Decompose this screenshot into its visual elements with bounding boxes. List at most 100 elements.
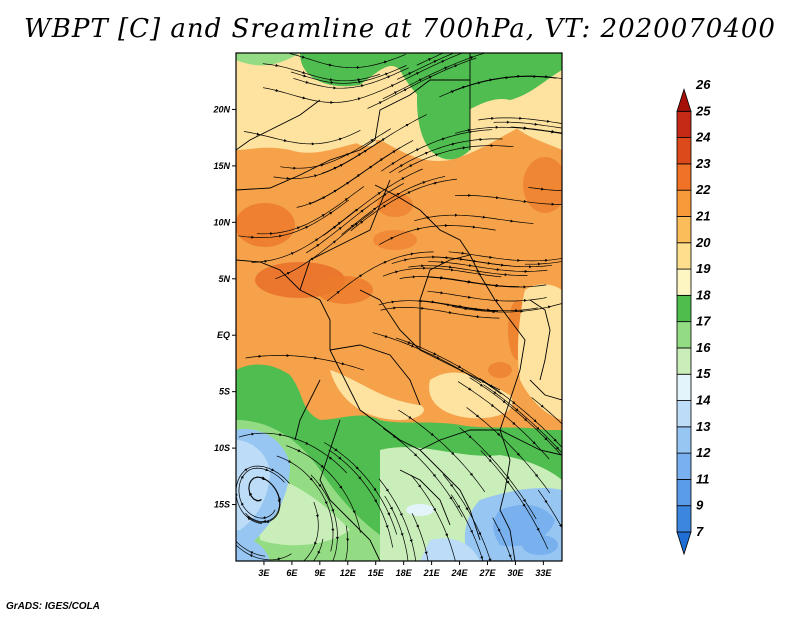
streamline-arrow bbox=[449, 483, 453, 488]
streamline bbox=[243, 129, 361, 145]
streamline-arrow bbox=[430, 432, 434, 436]
lat-tick-label: 5N bbox=[218, 274, 230, 284]
lon-tick-label: 12E bbox=[340, 568, 357, 578]
colorbar-box bbox=[676, 347, 692, 375]
streamline-arrow bbox=[346, 153, 350, 157]
streamline-arrow bbox=[418, 78, 423, 82]
streamline-arrow bbox=[408, 72, 412, 76]
streamline-arrow bbox=[505, 76, 509, 80]
streamline-arrow bbox=[271, 468, 275, 471]
streamline-arrow bbox=[409, 164, 413, 168]
streamline-arrow bbox=[459, 257, 463, 261]
streamline bbox=[531, 397, 562, 425]
streamline-arrow bbox=[508, 554, 512, 558]
streamline-arrow bbox=[321, 214, 325, 217]
streamline bbox=[238, 432, 347, 474]
streamline-arrow bbox=[479, 138, 483, 142]
streamline-arrow bbox=[286, 354, 290, 358]
colorbar-box bbox=[676, 189, 692, 217]
streamline-arrow bbox=[305, 441, 309, 445]
streamline bbox=[469, 377, 562, 456]
streamline-arrow bbox=[533, 419, 537, 423]
streamline-arrow bbox=[462, 146, 466, 150]
streamline-arrow bbox=[314, 541, 317, 546]
streamline bbox=[457, 381, 550, 460]
streamline-arrow bbox=[262, 516, 266, 520]
streamline-arrow bbox=[383, 193, 387, 197]
colorbar-box bbox=[676, 505, 692, 533]
streamline-arrow bbox=[433, 352, 437, 355]
streamline-arrow bbox=[510, 219, 514, 223]
streamline-arrow bbox=[536, 527, 540, 532]
streamline-arrow bbox=[338, 137, 343, 141]
streamline bbox=[323, 168, 423, 236]
streamline-arrow bbox=[356, 65, 360, 70]
streamline-arrow bbox=[520, 309, 524, 313]
colorbar-box bbox=[676, 321, 692, 349]
streamline-arrow bbox=[378, 101, 383, 105]
streamline-arrow bbox=[360, 84, 364, 88]
streamline-arrow bbox=[537, 262, 541, 266]
streamline bbox=[398, 145, 514, 173]
streamline bbox=[289, 53, 406, 69]
lon-tick-label: 27E bbox=[478, 568, 496, 578]
streamline-arrow bbox=[256, 132, 260, 136]
streamline-arrow bbox=[536, 426, 540, 430]
colorbar-label: 16 bbox=[696, 340, 711, 355]
streamline-arrow bbox=[470, 56, 474, 60]
streamline-arrow bbox=[330, 80, 334, 84]
streamline-arrow bbox=[407, 341, 411, 344]
streamline-arrow bbox=[390, 84, 395, 88]
streamline-arrow bbox=[475, 414, 480, 418]
colorbar-box bbox=[676, 137, 692, 165]
streamline-arrow bbox=[328, 63, 332, 67]
streamline-arrow bbox=[373, 488, 377, 492]
lon-tick-label: 3E bbox=[258, 568, 270, 578]
streamline-arrow bbox=[412, 275, 416, 279]
streamline-arrow bbox=[258, 354, 262, 358]
streamline bbox=[236, 540, 266, 557]
streamline bbox=[391, 256, 511, 267]
streamline-arrow bbox=[360, 209, 364, 213]
streamline-arrow bbox=[396, 192, 401, 196]
colorbar-label: 9 bbox=[696, 498, 704, 513]
streamline-arrow bbox=[338, 227, 342, 231]
streamline-arrow bbox=[468, 280, 472, 284]
colorbar-label: 17 bbox=[696, 314, 711, 329]
streamline-arrow bbox=[358, 80, 362, 84]
streamline bbox=[395, 337, 502, 395]
streamline bbox=[296, 147, 401, 208]
streamline-arrow bbox=[283, 138, 287, 142]
streamline-arrow bbox=[454, 213, 458, 217]
streamline-arrow bbox=[317, 550, 321, 554]
colorbar: 7 9 11 12 13 14 15 16 17 18 19 20 21 22 23 24 25 26 bbox=[676, 77, 711, 556]
colorbar-label: 14 bbox=[696, 393, 711, 408]
colorbar-box bbox=[676, 242, 692, 270]
streamline-arrow bbox=[512, 401, 516, 404]
streamline-arrow bbox=[244, 468, 248, 472]
streamline-arrow bbox=[279, 234, 283, 238]
streamline-arrow bbox=[355, 208, 359, 212]
streamline-arrow bbox=[400, 532, 404, 537]
streamline bbox=[416, 53, 444, 66]
streamline-arrow bbox=[377, 192, 381, 196]
streamline-arrow bbox=[346, 538, 350, 542]
streamline-arrow bbox=[468, 387, 472, 391]
streamline-arrow bbox=[553, 438, 557, 442]
streamline-arrow bbox=[318, 483, 322, 488]
streamline bbox=[280, 128, 391, 169]
streamline-arrow bbox=[441, 260, 445, 264]
streamline-arrow bbox=[328, 456, 333, 460]
lat-tick-label: 10N bbox=[213, 217, 230, 227]
streamline bbox=[439, 76, 557, 98]
streamline-arrow bbox=[331, 528, 335, 532]
streamline-arrow bbox=[315, 514, 319, 518]
streamline-arrow bbox=[546, 119, 550, 123]
streamline-arrow bbox=[454, 64, 458, 68]
streamline-arrow bbox=[416, 524, 419, 528]
streamline-arrow bbox=[314, 356, 318, 360]
streamline-arrow bbox=[393, 91, 398, 95]
streamline-arrow bbox=[344, 198, 348, 202]
streamline-arrow bbox=[308, 202, 313, 206]
streamline bbox=[408, 265, 528, 276]
